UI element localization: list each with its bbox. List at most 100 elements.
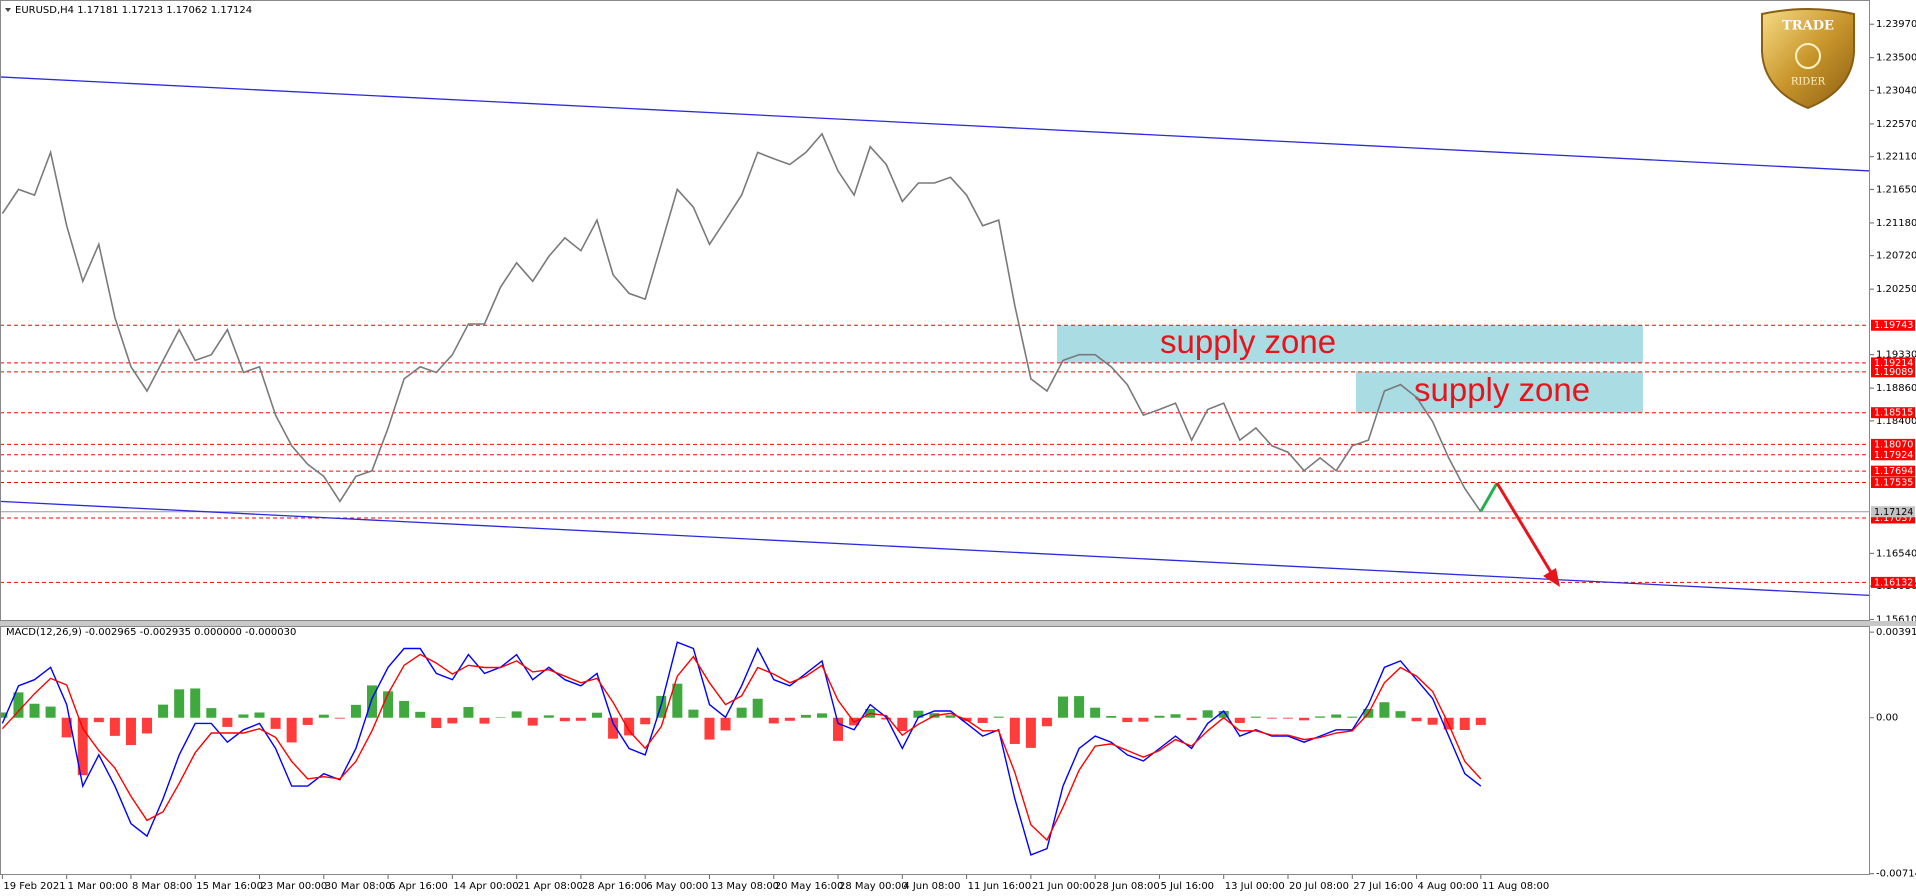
histogram-bar (29, 703, 40, 718)
level-label-box (1871, 465, 1915, 477)
x-tick-label: 14 Apr 00:00 (453, 881, 518, 892)
level-label: 1.17694 (1874, 466, 1913, 477)
histogram-bar (286, 717, 297, 743)
histogram-bar (672, 683, 683, 718)
level-label: 1.19214 (1874, 358, 1913, 369)
histogram-bar (142, 717, 153, 734)
histogram-bar (350, 704, 361, 718)
price-line (1, 132, 1482, 513)
x-tick-label: 8 Mar 08:00 (132, 881, 192, 892)
x-tick-label: 13 Jul 00:00 (1225, 881, 1285, 892)
level-label-box (1871, 449, 1915, 461)
histogram-bar (768, 717, 779, 724)
x-tick-label: 15 Mar 16:00 (196, 881, 263, 892)
histogram-bar (1186, 717, 1197, 721)
menu-triangle (5, 8, 11, 12)
logo-bottom: RIDER (1791, 77, 1826, 88)
histogram-bar (784, 717, 795, 721)
histogram-bar (1347, 716, 1358, 718)
histogram-bar (158, 704, 169, 718)
histogram-bar (945, 715, 956, 718)
macd-panel (0, 641, 1486, 856)
y-tick-label: -0.00714 (1876, 869, 1916, 880)
histogram-bar (1058, 696, 1069, 718)
x-tick-label: 20 May 16:00 (775, 881, 844, 892)
histogram-bar (1170, 714, 1181, 718)
histogram-bar (1106, 715, 1117, 718)
histogram-bar (238, 714, 249, 718)
histogram-bar (1379, 702, 1390, 718)
arrow-head (1543, 568, 1560, 587)
histogram-bar (125, 717, 136, 746)
histogram-bar (174, 689, 185, 718)
level-label: 1.17535 (1874, 477, 1913, 488)
histogram-bar (688, 709, 699, 718)
histogram-bar (222, 717, 233, 727)
y-tick-label: 1.18860 (1876, 383, 1916, 394)
projection-up (1479, 482, 1499, 512)
level-label-box (1871, 576, 1915, 588)
histogram-bar (479, 717, 490, 724)
histogram-bar (511, 711, 522, 718)
price-panel: supply zone supply zone (0, 76, 1870, 597)
x-tick-label: 21 Apr 08:00 (518, 881, 583, 892)
histogram-bar (383, 691, 394, 718)
x-tick-label: 4 Aug 00:00 (1418, 881, 1479, 892)
x-tick-label: 28 Jun 08:00 (1096, 881, 1160, 892)
histogram-bar (1283, 717, 1293, 719)
histogram-bar (1315, 716, 1326, 718)
histogram-bar (559, 717, 570, 722)
x-tick-label: 28 Apr 16:00 (582, 881, 647, 892)
macd-line (1, 641, 1482, 856)
histogram-bar (1331, 714, 1342, 718)
y-tick-label: 1.22570 (1876, 119, 1916, 130)
supply-zone (1356, 371, 1643, 413)
y-tick-label: 0.00 (1876, 713, 1898, 724)
histogram-bar (575, 717, 586, 721)
level-label: 1.16132 (1874, 577, 1913, 588)
projection-down (1495, 482, 1554, 575)
zone-label: supply zone (1160, 323, 1336, 360)
logo-emblem (1795, 43, 1821, 69)
histogram-bar (447, 717, 458, 724)
x-tick-label: 4 Jun 08:00 (903, 881, 960, 892)
y-tick-label: 1.23500 (1876, 53, 1916, 64)
x-tick-label: 11 Aug 08:00 (1482, 881, 1549, 892)
y-tick-label: 1.20250 (1876, 284, 1916, 295)
histogram-bar (254, 712, 265, 718)
level-label-box (1871, 357, 1915, 369)
histogram-bar (1138, 717, 1149, 722)
histogram-bar (463, 707, 474, 718)
level-label-box (1871, 476, 1915, 488)
y-tick-label: 1.22110 (1876, 152, 1916, 163)
histogram-bar (1122, 717, 1133, 723)
histogram-bar (1411, 717, 1422, 722)
macd-line (1, 653, 1482, 842)
histogram-bar (270, 717, 281, 729)
x-tick-label: 30 Mar 08:00 (325, 881, 392, 892)
histogram-bar (1041, 717, 1052, 727)
histogram-bar (0, 712, 8, 718)
x-tick-label: 19 Feb 2021 (3, 881, 65, 892)
x-tick-label: 1 Mar 00:00 (68, 881, 128, 892)
x-tick-label: 20 Jul 08:00 (1289, 881, 1349, 892)
histogram-bar (13, 692, 24, 718)
x-tick-label: 6 May 00:00 (646, 881, 708, 892)
price-label-box (1871, 506, 1915, 518)
histogram-bar (1395, 711, 1406, 718)
x-tick-label: 6 Apr 16:00 (389, 881, 448, 892)
histogram-bar (1266, 717, 1277, 719)
histogram-bar (543, 715, 554, 718)
panel-separator (0, 621, 1916, 626)
macd-frame (0, 626, 1870, 875)
axes: 1.23970 1.23500 1.23040 1.22570 1.22110 1.216… (1, 19, 1916, 892)
zone-label: supply zone (1414, 371, 1590, 408)
x-tick-label: 21 Jun 00:00 (1032, 881, 1096, 892)
histogram-bar (367, 685, 378, 718)
supply-zone (1057, 325, 1643, 363)
histogram-bar (720, 717, 731, 731)
macd-title: MACD(12,26,9) -0.002965 -0.002935 0.0000… (6, 627, 296, 638)
histogram-bar (45, 706, 56, 718)
histogram-bar (977, 717, 988, 723)
